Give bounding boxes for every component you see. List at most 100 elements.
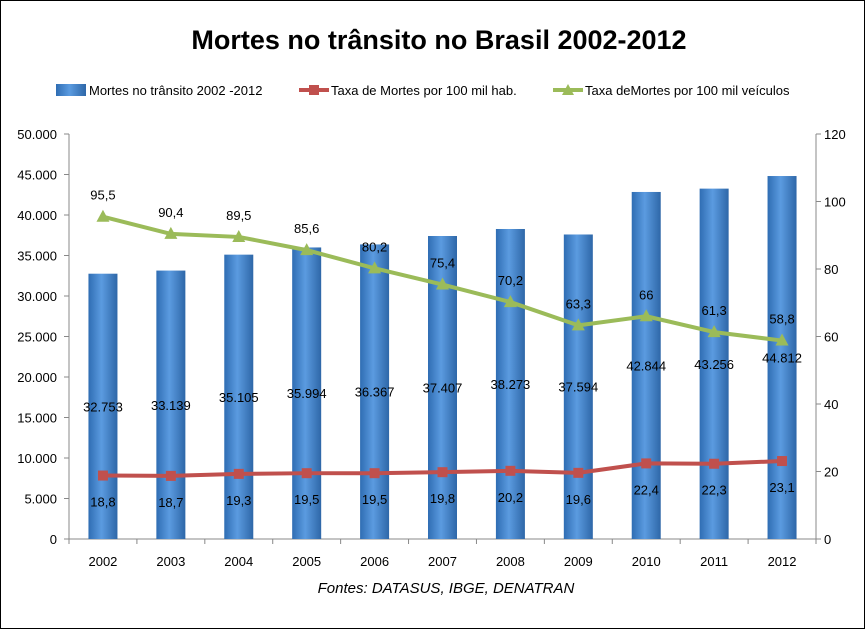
left-tick-label: 10.000: [17, 451, 57, 466]
pop-rate-data-label: 22,4: [634, 482, 659, 497]
x-tick-label: 2006: [360, 554, 389, 569]
x-tick-label: 2012: [768, 554, 797, 569]
bar: [360, 244, 390, 539]
line-marker: [164, 226, 178, 239]
pop-rate-data-label: 19,5: [294, 492, 319, 507]
pop-rate-data-label: 19,3: [226, 493, 251, 508]
line-marker: [232, 229, 246, 242]
bar-data-label: 35.105: [219, 390, 259, 405]
axes: 0 5.000 10.000 15.000 20.000 25.000 30.000 35.0…: [17, 127, 845, 569]
vehicle-rate-data-label: 80,2: [362, 239, 387, 254]
legend-label-vehicle-rate: Taxa deMortes por 100 mil veículos: [585, 83, 790, 98]
vehicle-rate-data-label: 61,3: [701, 303, 726, 318]
line-marker: [709, 458, 720, 469]
chart-title: Mortes no trânsito no Brasil 2002-2012: [191, 25, 686, 55]
bar-data-label: 38.273: [491, 377, 531, 392]
line-marker: [573, 467, 584, 478]
vehicle-rate-data-label: 85,6: [294, 221, 319, 236]
left-tick-label: 20.000: [17, 370, 57, 385]
line-marker: [368, 261, 382, 274]
bar: [699, 188, 729, 539]
pop-rate-data-label: 19,5: [362, 492, 387, 507]
right-tick-label: 80: [824, 262, 838, 277]
vehicle-rate-data-label: 90,4: [158, 205, 183, 220]
line-marker: [641, 458, 652, 469]
left-tick-label: 45.000: [17, 168, 57, 183]
bar: [495, 228, 525, 539]
line-series: [96, 209, 789, 481]
bar: [292, 247, 322, 539]
bar: [156, 270, 186, 539]
left-tick-label: 15.000: [17, 411, 57, 426]
right-tick-label: 120: [824, 127, 846, 142]
bar: [563, 234, 593, 540]
line-marker: [503, 295, 517, 308]
line-marker: [165, 470, 176, 481]
x-tick-label: 2011: [700, 554, 728, 569]
right-tick-label: 60: [824, 330, 838, 345]
vehicle-rate-data-label: 89,5: [226, 208, 251, 223]
left-tick-label: 30.000: [17, 289, 57, 304]
pop-rate-data-label: 18,7: [158, 495, 183, 510]
legend-swatch-deaths: [56, 84, 86, 96]
data-labels: 32.753 33.139 35.105 35.994 36.367 37.407 38.2…: [83, 188, 802, 510]
pop-rate-data-label: 18,8: [90, 495, 115, 510]
left-tick-label: 40.000: [17, 208, 57, 223]
line-marker: [233, 468, 244, 479]
pop-rate-data-label: 23,1: [769, 480, 794, 495]
bar-series: [88, 176, 797, 540]
pop-rate-data-label: 19,8: [430, 491, 455, 506]
bar-data-label: 35.994: [287, 386, 327, 401]
bar: [631, 191, 661, 539]
line-marker: [96, 209, 110, 222]
vehicle-rate-data-label: 95,5: [90, 188, 115, 203]
legend-label-deaths: Mortes no trânsito 2002 -2012: [89, 83, 262, 98]
bar-data-label: 37.594: [558, 380, 598, 395]
bar-data-label: 36.367: [355, 385, 395, 400]
right-tick-label: 100: [824, 195, 846, 210]
line-marker: [300, 243, 314, 256]
legend-marker-vehicle-rate: [562, 84, 574, 95]
right-tick-label: 40: [824, 397, 838, 412]
line-marker: [777, 456, 788, 467]
x-tick-label: 2007: [428, 554, 457, 569]
bar-data-label: 43.256: [694, 357, 734, 372]
x-tick-label: 2003: [156, 554, 185, 569]
line-marker: [571, 318, 585, 331]
bar-data-label: 44.812: [762, 351, 802, 366]
line-marker: [775, 333, 789, 346]
line-marker: [639, 309, 653, 322]
bar: [88, 273, 118, 539]
line-marker: [301, 468, 312, 479]
left-tick-label: 25.000: [17, 330, 57, 345]
bar: [767, 176, 797, 539]
left-tick-label: 50.000: [17, 127, 57, 142]
line-marker: [437, 467, 448, 478]
legend: Mortes no trânsito 2002 -2012 Taxa de Mo…: [56, 83, 790, 98]
left-tick-label: 35.000: [17, 249, 57, 264]
pop-rate-data-label: 22,3: [701, 483, 726, 498]
source-note: Fontes: DATASUS, IBGE, DENATRAN: [318, 580, 575, 597]
vehicle-rate-data-label: 70,2: [498, 273, 523, 288]
right-tick-label: 20: [824, 465, 838, 480]
vehicle-rate-data-label: 66: [639, 287, 653, 302]
vehicle-rate-data-label: 58,8: [769, 312, 794, 327]
bar-data-label: 42.844: [626, 358, 666, 373]
left-tick-label: 5.000: [24, 492, 57, 507]
bar-data-label: 33.139: [151, 398, 191, 413]
line-marker: [436, 277, 449, 290]
pop-rate-data-label: 20,2: [498, 490, 523, 505]
x-tick-label: 2002: [88, 554, 117, 569]
vehicle-rate-data-label: 63,3: [566, 296, 591, 311]
bar: [224, 254, 254, 539]
x-tick-label: 2008: [496, 554, 525, 569]
line-marker: [369, 468, 380, 479]
left-tick-label: 0: [50, 532, 57, 547]
legend-label-pop-rate: Taxa de Mortes por 100 mil hab.: [331, 83, 517, 98]
right-tick-label: 0: [824, 532, 831, 547]
line-marker: [97, 470, 108, 481]
line-marker: [505, 465, 516, 476]
x-tick-label: 2005: [292, 554, 321, 569]
